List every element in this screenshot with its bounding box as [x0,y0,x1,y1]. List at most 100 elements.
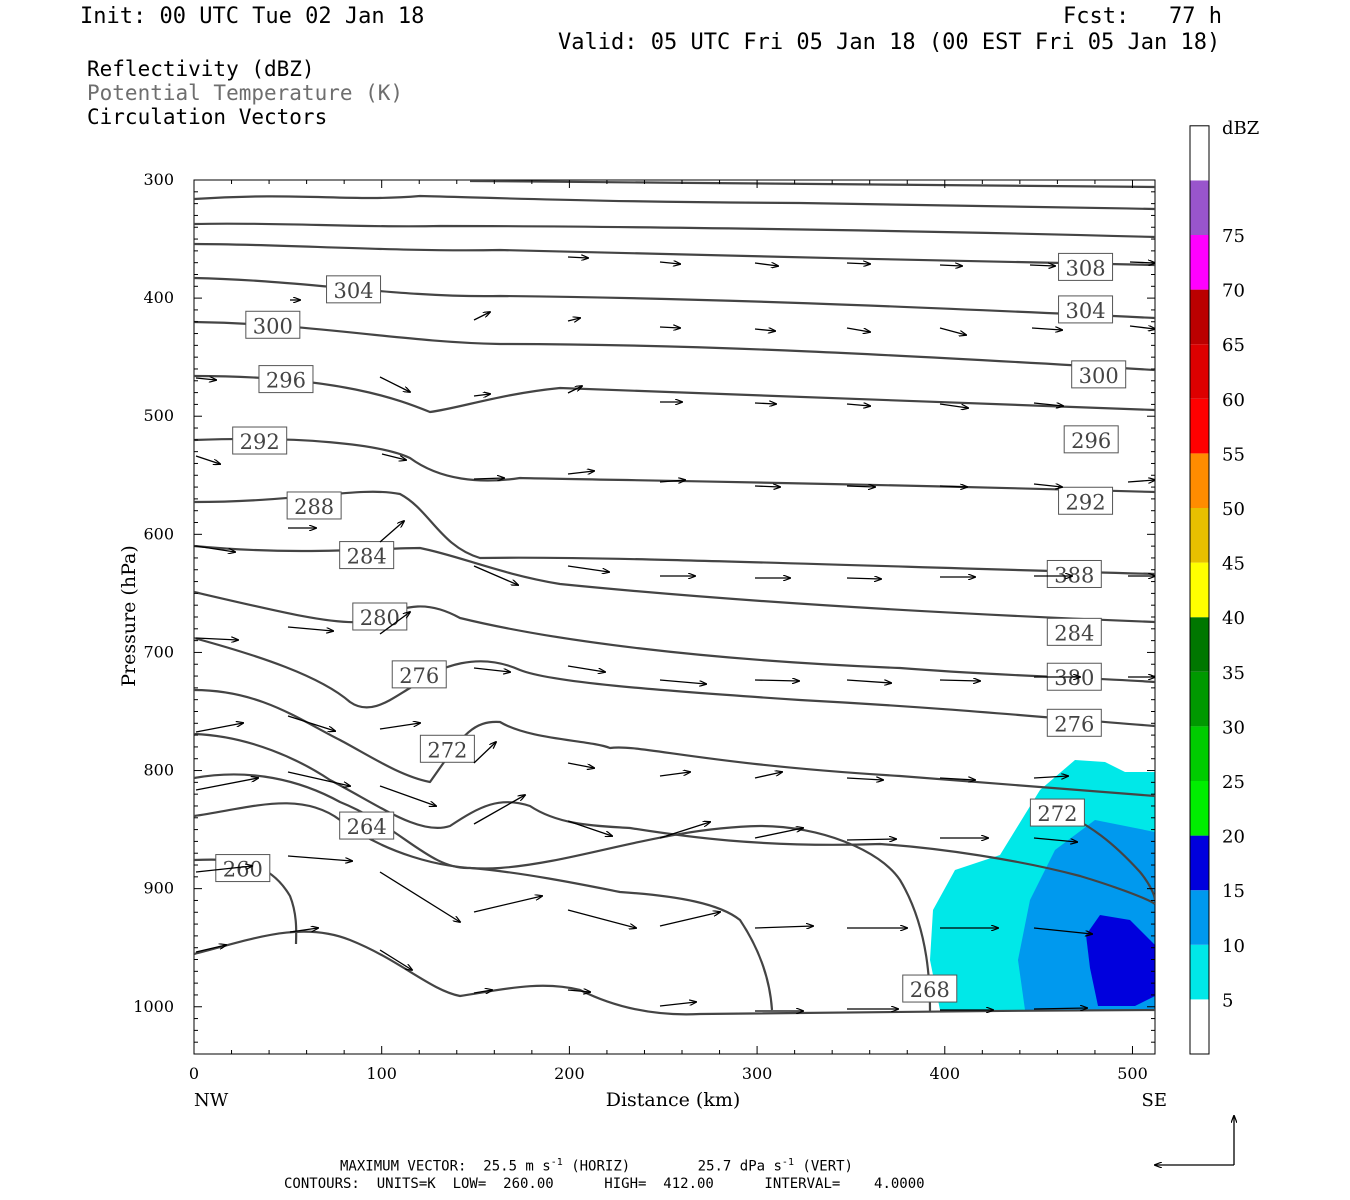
colorbar-title: dBZ [1222,118,1259,139]
forecast-hour: Fcst: 77 h [1063,4,1222,29]
colorbar-segment [1190,781,1209,836]
vector [567,762,594,768]
contour-label-text: 284 [347,545,387,569]
vector [754,772,782,779]
vector [473,990,492,993]
contour-label-text: 284 [1054,621,1094,645]
contour-label: 272 [1029,798,1085,827]
field-reflectivity: Reflectivity (dBZ) [87,57,315,81]
vector [473,667,510,672]
contour-label-box [1071,360,1127,389]
contour-label-box [1046,617,1102,646]
colorbar-label: 75 [1222,226,1245,247]
vector [939,680,980,681]
contour-label-text: 280 [360,606,400,630]
field-potential-temperature: Potential Temperature (K) [87,81,404,105]
vector [379,949,412,970]
vector [1031,328,1062,330]
contour-label: 304 [326,275,382,304]
contour-labels: 304 300 296 292 288 284 280 276 272 264 260 268 272 2… [215,252,1127,1003]
contour-line [194,590,1155,684]
contour-label-text: 300 [1079,364,1119,388]
vector [473,795,525,825]
field-circulation-vectors: Circulation Vectors [87,105,328,129]
contour-label: 276 [1046,708,1102,737]
colorbar-segment [1190,944,1209,1000]
vector [846,578,881,579]
contour-label-text: 292 [240,430,280,454]
vector [754,263,778,266]
vector [939,486,967,487]
y-tick-label: 900 [143,879,174,898]
y-axis-title: Pressure (hPa) [118,545,140,687]
contour-line [194,930,1155,1016]
contour-line [194,437,1155,494]
contour-line [194,194,1155,211]
colorbar-segment [1190,289,1209,345]
contour-label-box [258,365,314,394]
contour-label-box [215,854,271,883]
contour-label-text: 272 [1037,802,1077,826]
contour-label: 292 [232,426,288,455]
colorbar-label: 20 [1222,827,1245,848]
vector [754,828,803,839]
dbz-15-region [1086,915,1155,1006]
max-vector-text: MAXIMUM VECTOR: 25.5 m s-1 (HORIZ) 25.7 … [340,1157,853,1175]
x-tick-label: 200 [554,1064,585,1083]
contour-label-box [1058,486,1114,515]
contour-line [194,320,1155,372]
contour-label: 284 [339,541,395,570]
colorbar-label: 50 [1222,499,1245,520]
contour-label: 276 [391,660,447,689]
contour-label-box [1046,708,1102,737]
contour-label-box [902,974,958,1003]
vector [567,318,580,321]
contour-label-box [339,541,395,570]
vector [754,926,813,928]
vector [287,855,352,861]
contour-label: 304 [1058,295,1114,324]
vector [289,928,318,933]
colorbar-label: 70 [1222,281,1245,302]
contours-info: CONTOURS: UNITS=K LOW= 260.00 HIGH= 412.… [284,1176,925,1192]
colorbar-segment [1190,125,1209,181]
vector [1033,403,1063,406]
colorbar-frame [1189,125,1210,1055]
vector [754,680,799,681]
contour-label: 272 [419,734,475,763]
vector [1029,265,1055,266]
colorbar-label: 45 [1222,554,1245,575]
vector [195,778,258,791]
init-time: Init: 00 UTC Tue 02 Jan 18 [80,4,425,29]
vector [195,378,216,380]
contour-label-text: 292 [1066,490,1106,514]
colorbar-label: 65 [1222,335,1245,356]
y-tick-label: 300 [143,170,174,189]
colorbar-segment [1190,890,1209,945]
circulation-vectors [195,257,1155,1011]
contour-label-text: 268 [910,978,950,1002]
contour-label-box [1058,252,1114,281]
vector [939,327,966,335]
colorbar-segment [1190,562,1209,618]
vector [754,486,780,487]
vector [379,521,404,543]
colorbar-label: 15 [1222,881,1245,902]
vector [381,453,406,460]
contour-label: 264 [339,811,395,840]
colorbar-segment [1190,617,1209,672]
contour-line [194,544,1155,624]
vector [567,471,594,474]
vector [473,896,542,913]
vector [473,394,490,396]
contour-label-box [352,602,408,631]
vector [473,742,496,764]
vector [567,257,588,258]
contour-label-text: 260 [223,858,263,882]
vector [1033,1008,1087,1009]
reference-vector [1155,1116,1234,1165]
vector [1129,262,1155,263]
contour-label-text: 264 [347,815,387,839]
y-tick-label: 1000 [133,997,174,1016]
vector [754,403,776,404]
